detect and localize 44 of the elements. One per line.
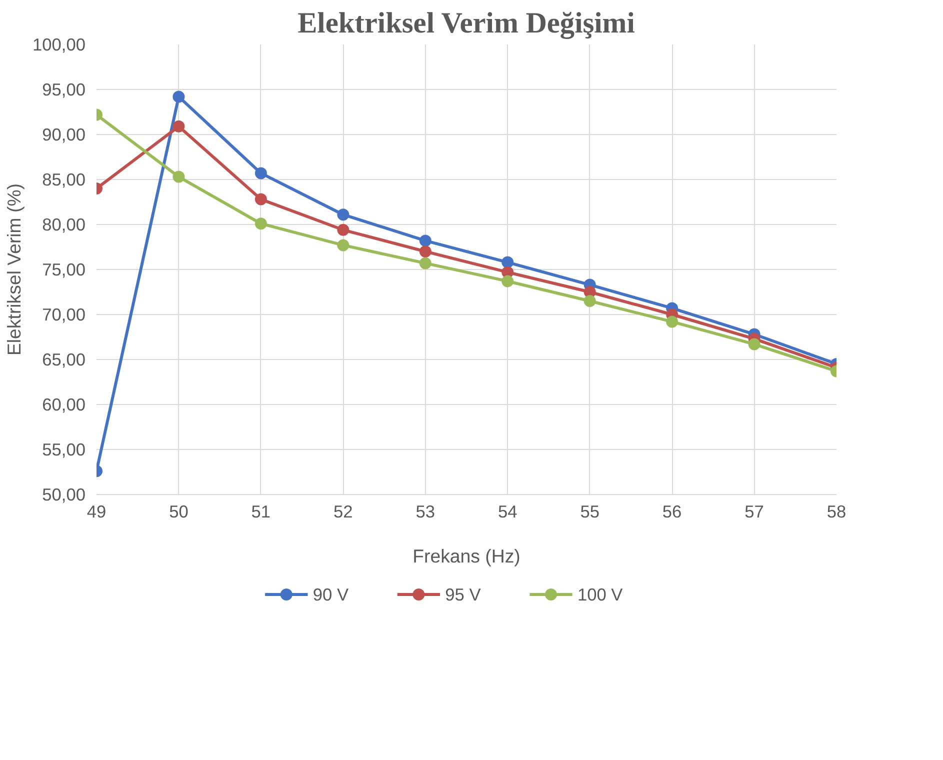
y-tick-label: 90,00	[42, 124, 86, 144]
x-tick-label: 54	[498, 502, 518, 522]
y-tick-label: 75,00	[42, 260, 86, 280]
point	[666, 316, 678, 328]
y-tick-label: 65,00	[42, 350, 86, 370]
point	[337, 224, 350, 236]
y-tick-label: 100,00	[32, 34, 86, 54]
chart-title: Elektriksel Verim Değişimi	[298, 8, 635, 40]
y-tick-label: 50,00	[42, 484, 86, 504]
x-tick-label: 51	[251, 502, 271, 522]
legend-label: 95 V	[445, 584, 482, 604]
point	[584, 295, 596, 307]
point	[254, 218, 267, 230]
point	[419, 257, 432, 270]
y-tick-label: 95,00	[42, 80, 86, 100]
y-tick-label: 60,00	[42, 394, 86, 414]
point	[254, 193, 267, 206]
point	[337, 208, 350, 221]
y-tick-label: 70,00	[42, 304, 86, 324]
y-tick-label: 55,00	[42, 440, 86, 460]
legend-label: 90 V	[312, 584, 349, 604]
legend-label: 100 V	[577, 584, 624, 604]
x-tick-label: 52	[334, 502, 353, 522]
point	[172, 170, 185, 183]
y-tick-label: 85,00	[42, 170, 86, 190]
y-tick-label: 80,00	[42, 214, 86, 234]
point	[172, 90, 185, 103]
point	[748, 338, 760, 350]
x-tick-label: 53	[416, 502, 436, 522]
x-tick-label: 56	[662, 502, 682, 522]
point	[419, 234, 432, 247]
x-tick-label: 50	[169, 502, 188, 522]
x-axis-title: Frekans (Hz)	[412, 546, 520, 566]
x-tick-label: 57	[744, 502, 764, 522]
y-axis-title: Elektriksel Verim (%)	[4, 183, 24, 356]
point	[337, 239, 350, 252]
point	[502, 256, 514, 268]
x-tick-label: 55	[580, 502, 600, 522]
point	[172, 120, 185, 132]
point	[254, 167, 267, 180]
point	[419, 246, 432, 258]
x-tick-label: 49	[86, 502, 106, 522]
x-tick-label: 58	[826, 502, 846, 522]
point	[502, 275, 514, 288]
